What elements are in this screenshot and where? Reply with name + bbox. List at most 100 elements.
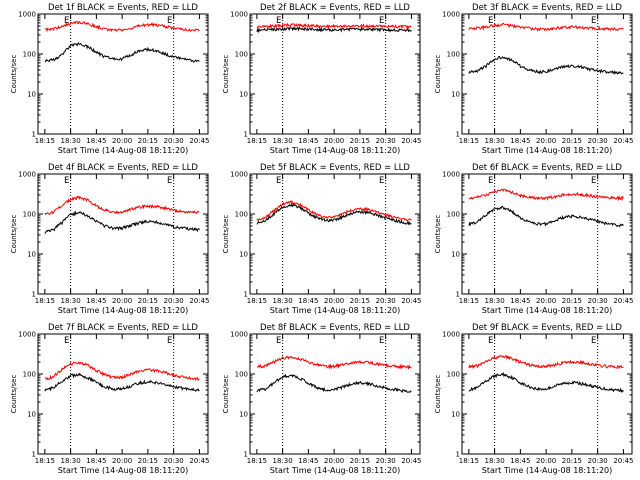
x-tick-label: 18:15 (247, 457, 267, 465)
y-tick-label: 1 (32, 451, 36, 459)
y-tick-label: 1 (456, 131, 460, 139)
x-tick-label: 20:30 (164, 137, 184, 145)
marker-label: E (276, 176, 281, 186)
x-tick-label: 18:30 (485, 137, 505, 145)
marker-label: E (167, 336, 172, 346)
x-tick-label: 20:30 (376, 137, 396, 145)
marker-label: E (591, 336, 596, 346)
x-tick-label: 20:00 (536, 137, 556, 145)
x-tick-label: 20:00 (324, 297, 344, 305)
y-tick-label: 1000 (442, 11, 460, 19)
panel-title: Det 8f BLACK = Events, RED = LLD (260, 323, 410, 333)
x-tick-label: 20:15 (138, 137, 158, 145)
y-tick-label: 100 (447, 371, 460, 379)
y-axis-label: Counts/sec (10, 215, 18, 254)
y-tick-label: 1000 (230, 11, 248, 19)
x-tick-label: 20:15 (138, 457, 158, 465)
x-tick-label: 18:15 (459, 297, 479, 305)
x-tick-label: 20:30 (376, 457, 396, 465)
marker-label: E (276, 16, 281, 26)
x-tick-label: 20:00 (112, 137, 132, 145)
y-tick-label: 1 (32, 131, 36, 139)
x-tick-label: 20:30 (376, 297, 396, 305)
x-tick-label: 18:15 (247, 137, 267, 145)
detector-panel: Det 5f BLACK = Events, RED = LLD 1 10 100 10… (222, 163, 422, 315)
x-tick-label: 18:30 (485, 457, 505, 465)
y-tick-label: 100 (23, 51, 36, 59)
series-line-lld (44, 195, 200, 216)
y-tick-label: 100 (447, 51, 460, 59)
x-tick-label: 18:30 (61, 297, 81, 305)
detector-panel: Det 9f BLACK = Events, RED = LLD 1 10 100 10… (434, 323, 634, 475)
x-tick-label: 20:15 (350, 297, 370, 305)
x-tick-label: 20:45 (401, 137, 421, 145)
series-line-events (44, 210, 200, 234)
y-tick-label: 100 (235, 51, 248, 59)
plot-frame (37, 173, 209, 295)
x-axis-label: Start Time (14-Aug-08 18:11:20) (270, 466, 401, 475)
panel-title: Det 7f BLACK = Events, RED = LLD (48, 323, 198, 333)
series-line-lld (468, 355, 624, 370)
series-line-events (468, 205, 624, 228)
y-axis-label: Counts/sec (10, 55, 18, 94)
x-tick-label: 20:45 (613, 297, 633, 305)
x-tick-label: 20:15 (562, 297, 582, 305)
x-tick-label: 20:15 (138, 297, 158, 305)
x-tick-label: 20:45 (189, 297, 209, 305)
x-tick-label: 18:45 (86, 457, 106, 465)
series-line-lld (256, 22, 412, 30)
marker-label: E (488, 176, 493, 186)
y-axis-label: Counts/sec (10, 375, 18, 414)
y-tick-label: 1000 (442, 171, 460, 179)
marker-label: E (379, 16, 384, 26)
x-tick-label: 20:00 (112, 457, 132, 465)
x-tick-label: 18:15 (35, 297, 55, 305)
series-line-events (468, 56, 624, 76)
marker-label: E (276, 336, 281, 346)
series-line-events (256, 373, 412, 394)
series-line-events (468, 371, 624, 393)
x-tick-label: 20:45 (613, 457, 633, 465)
x-tick-label: 18:45 (86, 137, 106, 145)
x-tick-label: 20:15 (350, 457, 370, 465)
x-tick-label: 18:30 (61, 137, 81, 145)
y-tick-label: 100 (23, 211, 36, 219)
x-tick-label: 20:30 (588, 457, 608, 465)
detector-panel: Det 8f BLACK = Events, RED = LLD 1 10 100 10… (222, 323, 422, 475)
x-tick-label: 20:00 (112, 297, 132, 305)
y-tick-label: 10 (239, 251, 248, 259)
series-line-lld (256, 355, 412, 370)
x-tick-label: 18:45 (298, 297, 318, 305)
x-tick-label: 20:00 (536, 297, 556, 305)
detector-panel: Det 7f BLACK = Events, RED = LLD 1 10 100 10… (10, 323, 210, 475)
marker-label: E (591, 16, 596, 26)
x-tick-label: 20:45 (189, 137, 209, 145)
series-line-lld (468, 22, 624, 32)
y-tick-label: 10 (27, 91, 36, 99)
marker-label: E (64, 16, 69, 26)
detector-panel: Det 3f BLACK = Events, RED = LLD 1 10 100 10… (434, 3, 634, 155)
x-tick-label: 18:15 (459, 137, 479, 145)
x-tick-label: 20:00 (324, 457, 344, 465)
y-tick-label: 1000 (18, 171, 36, 179)
x-axis-label: Start Time (14-Aug-08 18:11:20) (58, 146, 189, 155)
detector-panel: Det 1f BLACK = Events, RED = LLD 1 10 100 10… (10, 3, 210, 155)
y-tick-label: 1000 (230, 331, 248, 339)
y-tick-label: 1000 (230, 171, 248, 179)
x-tick-label: 20:30 (164, 457, 184, 465)
x-tick-label: 18:45 (86, 297, 106, 305)
y-tick-label: 10 (451, 251, 460, 259)
panel-title: Det 6f BLACK = Events, RED = LLD (472, 163, 622, 173)
x-axis-label: Start Time (14-Aug-08 18:11:20) (482, 306, 613, 315)
x-tick-label: 18:30 (485, 297, 505, 305)
marker-label: E (64, 176, 69, 186)
x-axis-label: Start Time (14-Aug-08 18:11:20) (270, 306, 401, 315)
detector-panel: Det 2f BLACK = Events, RED = LLD 1 10 100 10… (222, 3, 422, 155)
x-tick-label: 20:15 (562, 457, 582, 465)
x-tick-label: 20:30 (588, 297, 608, 305)
y-tick-label: 100 (23, 371, 36, 379)
x-tick-label: 18:30 (273, 457, 293, 465)
marker-label: E (488, 16, 493, 26)
series-line-events (256, 25, 412, 34)
